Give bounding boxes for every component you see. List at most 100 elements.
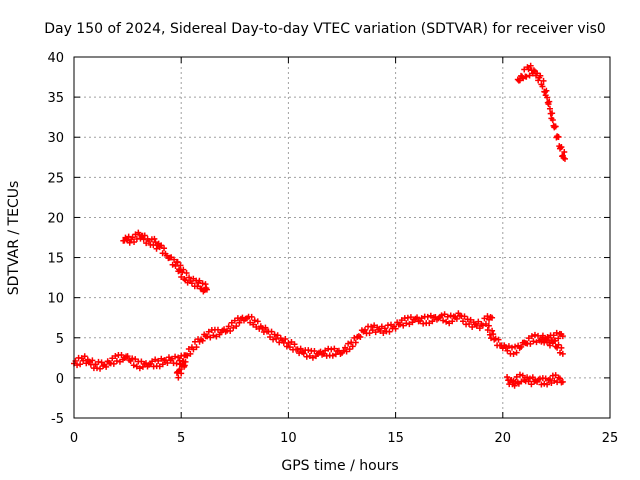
data-point xyxy=(440,317,447,324)
data-point xyxy=(187,350,194,357)
data-point xyxy=(129,355,136,362)
data-point xyxy=(136,365,143,372)
data-point xyxy=(429,318,436,325)
data-point xyxy=(516,77,523,84)
data-point xyxy=(124,353,131,360)
data-point xyxy=(89,357,96,364)
data-point xyxy=(476,325,483,332)
data-point xyxy=(186,274,193,281)
data-point xyxy=(110,360,117,367)
data-point xyxy=(446,320,453,327)
data-point xyxy=(231,317,238,324)
y-tick-label: -5 xyxy=(51,412,64,427)
data-point xyxy=(397,321,404,328)
data-point xyxy=(361,326,368,333)
data-point xyxy=(228,319,235,326)
data-point xyxy=(175,354,182,361)
data-point xyxy=(309,354,316,361)
data-point xyxy=(109,355,116,362)
data-point xyxy=(539,83,546,90)
data-point xyxy=(250,321,257,328)
data-point xyxy=(282,335,289,342)
grid-lines xyxy=(74,57,610,418)
data-point xyxy=(320,350,327,357)
data-point xyxy=(510,350,517,357)
data-point xyxy=(133,363,140,370)
y-axis-label: SDTVAR / TECUs xyxy=(6,181,22,296)
y-tick-labels: -5 0 5 10 15 20 25 30 35 40 xyxy=(47,51,64,427)
data-point xyxy=(169,355,176,362)
data-point xyxy=(182,358,189,365)
data-point xyxy=(98,359,105,366)
data-point xyxy=(352,339,359,346)
data-point xyxy=(466,320,473,327)
data-point xyxy=(103,363,110,370)
data-point xyxy=(74,362,81,369)
data-point xyxy=(193,344,200,351)
data-point xyxy=(172,353,179,360)
y-tick-label: 0 xyxy=(56,372,64,387)
data-point xyxy=(190,346,197,353)
data-point xyxy=(92,361,99,368)
data-point xyxy=(511,382,518,389)
series-main-track xyxy=(71,310,496,372)
data-point xyxy=(523,73,530,80)
x-tick-label: 0 xyxy=(70,431,78,446)
data-point xyxy=(173,360,180,367)
data-point xyxy=(561,155,568,162)
data-point xyxy=(194,283,201,290)
data-point xyxy=(204,333,211,340)
data-point xyxy=(546,376,553,383)
plot-frame xyxy=(73,56,611,419)
data-point xyxy=(199,337,206,344)
data-point xyxy=(213,333,220,340)
data-point xyxy=(233,323,240,330)
data-point xyxy=(551,377,558,384)
data-point xyxy=(343,348,350,355)
data-point xyxy=(158,355,165,362)
data-point xyxy=(475,318,482,325)
data-point xyxy=(519,372,526,379)
data-point xyxy=(530,67,537,74)
data-point xyxy=(236,319,243,326)
data-point xyxy=(164,359,171,366)
y-tick-label: 25 xyxy=(47,171,64,186)
data-point xyxy=(555,341,562,348)
data-point xyxy=(368,323,375,330)
data-point xyxy=(175,374,182,381)
data-point xyxy=(196,277,203,284)
data-point xyxy=(484,313,491,320)
data-point xyxy=(369,327,376,334)
data-point xyxy=(504,347,511,354)
data-point xyxy=(262,324,269,331)
data-point xyxy=(555,133,562,140)
data-point xyxy=(556,349,563,356)
data-point xyxy=(130,362,137,369)
series-late-upper xyxy=(538,329,566,346)
series-late-near-zero xyxy=(504,371,566,389)
data-point xyxy=(467,316,474,323)
data-point xyxy=(126,239,133,246)
data-point xyxy=(151,235,158,242)
data-point xyxy=(453,315,460,322)
data-point xyxy=(528,333,535,340)
data-point xyxy=(540,77,547,84)
data-point xyxy=(311,348,318,355)
data-point xyxy=(297,345,304,352)
data-point xyxy=(248,313,255,320)
x-tick-labels: 0 5 10 15 20 25 xyxy=(70,431,618,446)
data-point xyxy=(328,346,335,353)
data-point xyxy=(285,339,292,346)
data-point xyxy=(267,333,274,340)
data-point xyxy=(553,329,560,336)
data-point xyxy=(549,110,556,117)
data-point xyxy=(527,340,534,347)
data-point xyxy=(86,358,93,365)
data-point xyxy=(481,315,488,322)
data-point xyxy=(97,365,104,372)
data-point xyxy=(177,262,184,269)
data-point xyxy=(351,334,358,341)
data-point xyxy=(558,143,565,150)
data-point xyxy=(331,345,338,352)
series-arc-mid xyxy=(120,229,210,295)
